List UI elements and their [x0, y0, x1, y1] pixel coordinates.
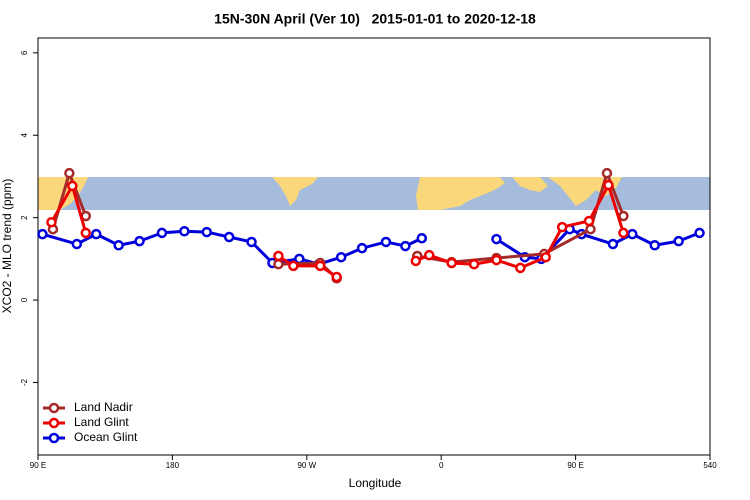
data-point	[134, 235, 145, 247]
data-point	[80, 227, 92, 239]
data-point	[618, 227, 629, 239]
data-point	[294, 253, 305, 265]
data-point	[694, 227, 705, 239]
legend-label: Land Nadir	[74, 400, 133, 414]
data-point	[288, 260, 299, 272]
data-point	[380, 236, 392, 248]
data-point	[607, 238, 619, 250]
data-point	[424, 249, 435, 261]
data-point	[618, 210, 629, 222]
legend-label: Ocean Glint	[74, 430, 138, 444]
data-point	[515, 262, 526, 274]
data-point	[90, 228, 102, 240]
data-point	[314, 260, 326, 272]
x-tick-label: 0	[439, 461, 444, 470]
legend-marker	[48, 417, 60, 429]
series-line	[42, 227, 701, 266]
data-point	[673, 235, 684, 247]
data-point	[156, 227, 168, 239]
y-tick-label: 2	[20, 215, 29, 220]
data-point	[37, 228, 48, 240]
x-tick-label: 90 W	[297, 461, 316, 470]
y-tick-label: -2	[20, 378, 29, 386]
data-point	[64, 167, 75, 179]
data-point	[335, 251, 347, 263]
data-point	[468, 258, 480, 270]
x-tick-label: 540	[703, 461, 717, 470]
data-point	[273, 250, 284, 262]
data-point	[71, 238, 83, 250]
data-point	[400, 240, 411, 252]
x-axis-label: Longitude	[349, 476, 402, 490]
data-point	[603, 179, 614, 191]
y-axis-label: XCO2 - MLO trend (ppm)	[0, 179, 14, 314]
data-point	[179, 226, 190, 237]
data-point	[556, 221, 568, 233]
x-tick-label: 180	[166, 461, 180, 470]
data-point	[223, 231, 235, 243]
data-point	[627, 228, 638, 240]
data-point	[410, 255, 422, 267]
data-point	[491, 254, 502, 266]
y-tick-label: 4	[20, 132, 29, 137]
y-tick-label: 6	[20, 50, 29, 55]
map-band	[38, 177, 710, 210]
data-point	[416, 233, 428, 244]
chart-title: 15N-30N April (Ver 10) 2015-01-01 to 202…	[214, 11, 536, 27]
data-point	[601, 167, 613, 179]
x-tick-label: 90 E	[30, 461, 46, 470]
data-point	[246, 236, 257, 248]
legend-label: Land Glint	[74, 415, 129, 429]
data-point	[583, 215, 595, 227]
x-tick-label: 90 E	[567, 461, 583, 470]
data-point	[201, 226, 212, 238]
data-point	[46, 216, 57, 228]
data-point	[331, 271, 342, 283]
data-point	[649, 240, 660, 251]
data-point	[67, 180, 78, 192]
data-point	[540, 251, 551, 263]
data-point	[446, 257, 457, 269]
legend-marker	[48, 432, 60, 444]
y-tick-label: 0	[20, 297, 29, 302]
data-point	[585, 223, 596, 235]
data-point	[113, 240, 124, 251]
data-point	[356, 242, 368, 254]
data-point	[273, 258, 284, 270]
data-point	[491, 233, 502, 245]
plot-frame	[37, 37, 711, 456]
legend-marker	[48, 402, 60, 414]
